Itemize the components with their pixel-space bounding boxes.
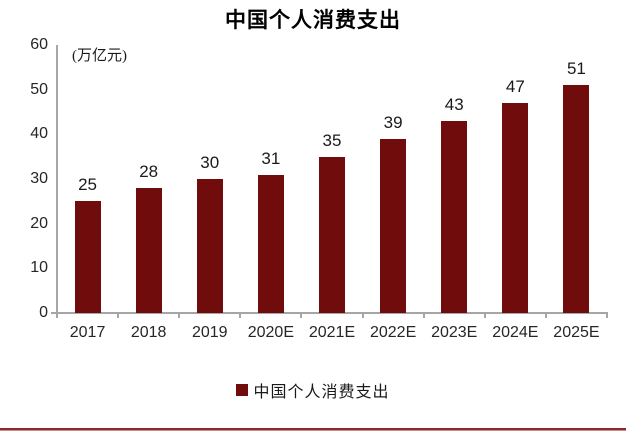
bar — [257, 174, 284, 313]
bar-value-label: 43 — [444, 94, 464, 114]
bar — [319, 156, 345, 313]
bar-value-label: 28 — [139, 161, 159, 181]
x-tick-mark — [483, 313, 486, 318]
bar-value-label: 25 — [78, 175, 97, 195]
x-tick-mark — [422, 313, 425, 318]
legend-swatch — [236, 384, 249, 396]
bar-value-label: 30 — [200, 153, 220, 172]
x-tick-mark — [56, 313, 58, 318]
legend-label: 中国个人消费支出 — [253, 384, 390, 401]
y-axis-zero-tick — [51, 312, 57, 314]
x-axis-line — [55, 312, 608, 314]
x-tick-label: 2020E — [247, 324, 294, 341]
bar — [380, 138, 407, 313]
y-tick-label: 20 — [30, 214, 48, 232]
x-tick-label: 2017 — [69, 324, 106, 341]
y-tick-label: 30 — [30, 170, 48, 187]
bar — [74, 201, 101, 313]
x-tick-mark — [117, 313, 120, 318]
x-tick-label: 2024E — [492, 324, 539, 341]
y-tick-label: 40 — [30, 125, 48, 143]
y-tick-label: 60 — [30, 36, 48, 53]
y-tick-label: 50 — [30, 80, 48, 98]
x-tick-mark — [544, 313, 547, 318]
x-tick-label: 2023E — [431, 324, 478, 341]
footer-rule-shadow — [0, 430, 626, 431]
bar — [563, 85, 590, 313]
bar-value-label: 39 — [383, 112, 403, 132]
bar — [135, 187, 162, 313]
bar-value-label: 51 — [566, 59, 586, 79]
chart-title: 中国个人消费支出 — [225, 8, 401, 32]
y-axis-unit-label: (万亿元) — [72, 48, 127, 64]
y-axis-line — [56, 45, 58, 314]
bar-value-label: 47 — [505, 77, 525, 97]
bar-value-label: 31 — [261, 148, 281, 168]
x-tick-label: 2019 — [191, 324, 228, 341]
bar-value-label: 35 — [322, 130, 342, 150]
x-tick-mark — [300, 313, 303, 318]
y-tick-label: 0 — [39, 304, 48, 321]
x-tick-mark — [239, 313, 242, 318]
x-tick-label: 2025E — [553, 324, 600, 341]
x-tick-mark — [361, 313, 364, 318]
x-tick-label: 2022E — [369, 324, 417, 341]
x-tick-label: 2021E — [308, 324, 356, 341]
x-tick-label: 2018 — [130, 324, 167, 341]
bar — [196, 179, 223, 313]
x-tick-mark — [606, 313, 608, 318]
legend: 中国个人消费支出 — [0, 378, 626, 402]
y-tick-label: 10 — [30, 259, 48, 277]
bar — [502, 103, 529, 313]
footer-rule — [0, 428, 626, 430]
x-tick-mark — [178, 313, 181, 318]
bar — [441, 120, 468, 313]
